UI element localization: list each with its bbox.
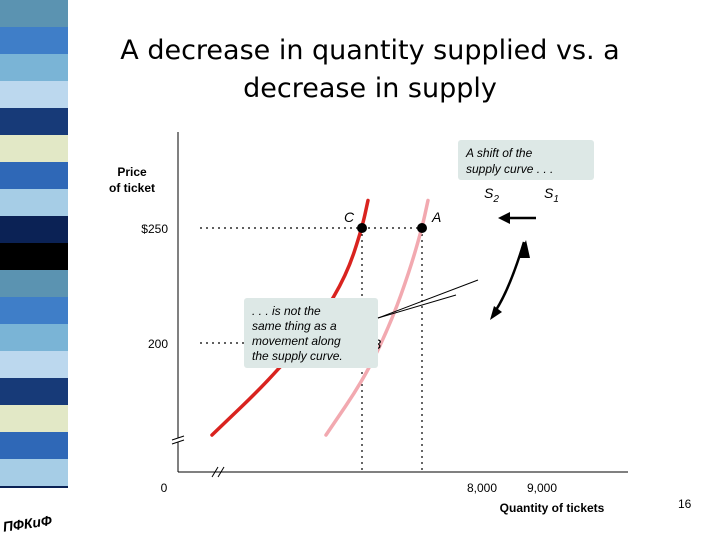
x-axis-break-mark (217, 466, 225, 478)
callout-movement-box (244, 298, 378, 368)
callout-shift-line: A shift of the (465, 146, 533, 160)
decorative-square (0, 0, 68, 27)
decorative-square (0, 135, 68, 162)
point-label-a: A (431, 209, 441, 225)
supply-curve-s2 (210, 198, 370, 437)
decorative-square (0, 270, 68, 297)
supply-chart: Price of ticket Quantity of tickets $250… (109, 132, 628, 515)
title-line-1: A decrease in quantity supplied vs. a (120, 35, 620, 66)
movement-arrow (494, 241, 526, 311)
callout-movement-line: same thing as a (252, 319, 337, 333)
decorative-square (0, 162, 68, 189)
x-tick-label: 0 (161, 481, 168, 495)
decorative-square (0, 243, 68, 270)
shift-arrowhead (498, 212, 510, 224)
y-axis-break-mark (171, 435, 185, 441)
y-tick-label: 200 (148, 337, 168, 351)
decorative-square (0, 108, 68, 135)
y-axis-label: Price (117, 165, 147, 179)
page-number: 16 (678, 497, 692, 511)
y-tick-label: $250 (141, 222, 168, 236)
decorative-square-strip (0, 0, 68, 540)
decorative-square (0, 54, 68, 81)
callout-pointer-line (377, 279, 479, 319)
point-a (417, 223, 427, 233)
decorative-square (0, 459, 68, 486)
callout-shift-line: supply curve . . . (466, 162, 553, 176)
title-line-2: decrease in supply (243, 73, 497, 104)
x-axis-break-mark (211, 466, 219, 478)
decorative-square (0, 189, 68, 216)
callout-movement-line: the supply curve. (252, 349, 343, 363)
point-c (357, 223, 367, 233)
y-axis-label: of ticket (109, 181, 155, 195)
x-axis-label: Quantity of tickets (500, 501, 605, 515)
supply-curve-s1 (324, 198, 430, 437)
decorative-square (0, 27, 68, 54)
movement-arrowhead (518, 240, 530, 258)
x-tick-label: 8,000 (467, 481, 497, 495)
point-label-c: C (344, 209, 355, 225)
series-label-s2: S2 (484, 185, 499, 205)
decorative-square (0, 216, 68, 243)
callout-pointer-line (377, 294, 457, 319)
movement-arrowhead (490, 306, 502, 320)
decorative-square (0, 324, 68, 351)
callout-movement-line: movement along (252, 334, 341, 348)
institution-logo: ПФКиФ (0, 488, 68, 540)
decorative-square (0, 405, 68, 432)
svg-text:ПФКиФ: ПФКиФ (2, 512, 53, 535)
callout-movement-line: . . . is not the (252, 304, 321, 318)
decorative-square (0, 432, 68, 459)
series-label-s1: S1 (544, 185, 559, 205)
decorative-square (0, 297, 68, 324)
callout-shift-box (458, 140, 594, 180)
decorative-square (0, 351, 68, 378)
decorative-square (0, 378, 68, 405)
x-tick-label: 9,000 (527, 481, 557, 495)
slide-title: A decrease in quantity supplied vs. a de… (90, 32, 650, 108)
decorative-square (0, 81, 68, 108)
y-axis-break-mark (171, 439, 185, 445)
